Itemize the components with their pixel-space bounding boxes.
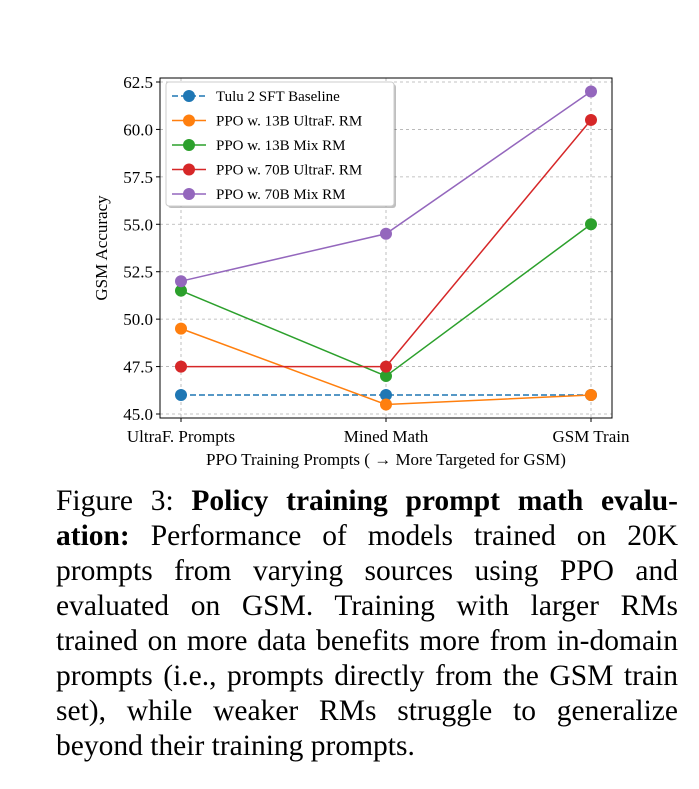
legend-marker (183, 139, 195, 151)
legend-entry-1: PPO w. 13B UltraF. RM (172, 114, 362, 130)
legend-label: Tulu 2 SFT Baseline (216, 89, 340, 105)
y-tick-label: 50.0 (123, 310, 153, 329)
data-point (380, 227, 392, 240)
legend-entry-4: PPO w. 70B Mix RM (172, 187, 345, 203)
data-point (380, 398, 392, 411)
data-point (585, 113, 597, 126)
y-tick-label: 55.0 (123, 215, 153, 234)
series-1 (175, 322, 597, 411)
data-point (175, 284, 187, 297)
y-ticks: 45.0 47.5 50.0 52.5 55.0 57.5 60.0 62.5 (123, 73, 160, 424)
x-tick-label: Mined Math (344, 427, 429, 446)
caption-title: Policy training prompt math evalu-ation: (56, 485, 678, 552)
legend-marker (183, 114, 195, 127)
figure-caption: Figure 3: Policy training prompt math ev… (56, 484, 678, 764)
series-layer (175, 85, 597, 411)
caption-title-part-1: Policy training prompt math evalu- (191, 485, 678, 517)
figure: 45.0 47.5 50.0 52.5 55.0 57.5 60.0 62.5 UltraF.… (92, 73, 630, 469)
y-axis-label: GSM Accuracy (92, 195, 111, 301)
y-tick-label: 47.5 (123, 358, 153, 377)
y-tick-label: 52.5 (123, 263, 153, 282)
series-3 (175, 113, 597, 373)
legend-label: PPO w. 70B Mix RM (216, 187, 345, 203)
legend-label: PPO w. 13B Mix RM (216, 138, 345, 154)
legend-entry-0: Tulu 2 SFT Baseline (172, 89, 340, 105)
x-axis-label: PPO Training Prompts ( → More Targeted f… (206, 450, 566, 469)
y-tick-label: 57.5 (123, 168, 153, 187)
x-ticks: UltraF. Prompts Mined Math GSM Train (127, 418, 630, 446)
data-point (585, 389, 597, 402)
caption-title-part-2: ation: (56, 520, 130, 552)
legend: Tulu 2 SFT Baseline PPO w. 13B UltraF. RM… (165, 81, 396, 208)
x-tick-label: UltraF. Prompts (127, 427, 235, 446)
legend-marker (183, 188, 195, 200)
data-point (175, 275, 187, 288)
series-2 (175, 218, 597, 383)
data-point (380, 360, 392, 373)
caption-body: Performance of models trained on 20K pro… (56, 520, 679, 762)
data-point (380, 389, 392, 402)
legend-entry-2: PPO w. 13B Mix RM (172, 138, 345, 154)
legend-label: PPO w. 13B UltraF. RM (216, 114, 362, 130)
legend-marker (183, 90, 195, 102)
legend-label: PPO w. 70B UltraF. RM (216, 163, 362, 179)
line-chart: 45.0 47.5 50.0 52.5 55.0 57.5 60.0 62.5 UltraF.… (92, 73, 630, 469)
series-0 (175, 389, 597, 402)
data-point (585, 85, 597, 98)
caption-label: Figure 3: (56, 485, 174, 517)
y-tick-label: 62.5 (123, 73, 153, 92)
legend-marker (183, 163, 195, 176)
data-point (175, 322, 187, 335)
x-tick-label: GSM Train (552, 427, 630, 446)
data-point (175, 389, 187, 402)
data-point (585, 218, 597, 231)
data-point (380, 370, 392, 383)
y-tick-label: 45.0 (123, 405, 153, 424)
y-tick-label: 60.0 (123, 120, 153, 139)
data-point (175, 360, 187, 373)
legend-entry-3: PPO w. 70B UltraF. RM (172, 163, 362, 179)
series-4 (175, 85, 597, 288)
